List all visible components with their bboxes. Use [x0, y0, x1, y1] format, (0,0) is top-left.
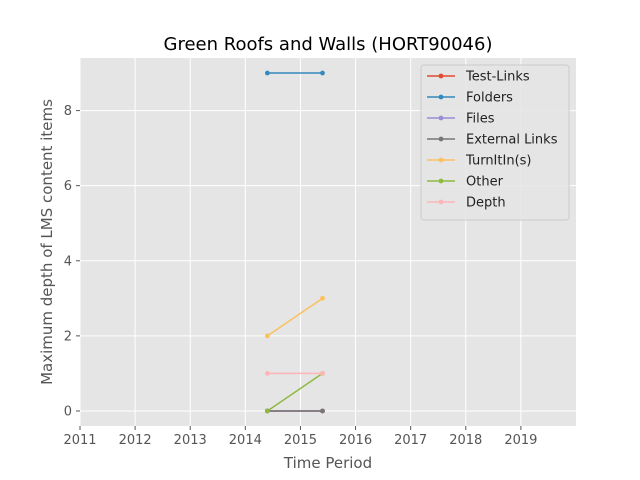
y-tick-label: 6 [64, 179, 72, 194]
y-tick-label: 4 [64, 254, 72, 269]
data-point-depth-1 [320, 371, 325, 376]
data-point-external-links-1 [320, 408, 325, 414]
legend-marker-external-links [438, 136, 444, 142]
legend-label-test-links: Test-Links [465, 70, 530, 85]
data-point-folders-0 [264, 70, 270, 76]
x-tick-label: 2018 [449, 433, 482, 448]
legend-label-turnitin-s: TurnItIn(s) [465, 154, 531, 169]
legend-label-files: Files [466, 112, 495, 127]
legend-marker-turnitin-s [438, 157, 444, 163]
data-point-turnitin-s-0 [264, 333, 270, 339]
series-folders [264, 70, 325, 76]
x-tick-label: 2015 [284, 433, 317, 448]
legend-label-external-links: External Links [466, 133, 558, 148]
y-tick-label: 8 [64, 104, 72, 119]
legend-label-other: Other [466, 175, 504, 190]
legend-marker-other [438, 178, 444, 184]
legend-label-folders: Folders [466, 91, 513, 106]
legend-marker-test-links [438, 73, 444, 79]
x-tick-label: 2012 [119, 433, 152, 448]
y-tick-label: 2 [64, 329, 72, 344]
y-tick-label: 0 [64, 404, 72, 419]
x-tick-label: 2014 [229, 433, 262, 448]
legend-marker-files [438, 115, 444, 121]
y-axis-ticks: 0 2 4 6 8 [64, 104, 80, 419]
legend-marker-depth [438, 199, 444, 205]
legend-marker-folders [438, 94, 444, 100]
legend-box [420, 64, 570, 221]
y-axis-label: Maximum depth of LMS content items [38, 99, 56, 385]
data-point-turnitin-s-1 [320, 295, 325, 301]
series-turnitin-s [264, 295, 325, 339]
legend-label-depth: Depth [466, 196, 506, 211]
data-point-other-0 [264, 408, 270, 414]
series-line-other [266, 372, 323, 412]
series-depth [264, 371, 325, 376]
legend: Test-Links Folders Files External Links Turn… [420, 64, 570, 221]
data-point-depth-0 [264, 371, 270, 376]
x-tick-label: 2019 [504, 433, 537, 448]
x-tick-label: 2016 [339, 433, 372, 448]
x-tick-label: 2017 [394, 433, 427, 448]
chart-title: Green Roofs and Walls (HORT90046) [164, 34, 493, 55]
series-line-turnitin-s [266, 297, 323, 337]
data-point-folders-1 [320, 70, 325, 76]
x-axis-label: Time Period [283, 454, 372, 472]
x-axis-ticks: 2011 2012 2013 2014 2015 2016 2017 2018 2019 [63, 426, 537, 448]
x-tick-label: 2011 [63, 433, 96, 448]
series-layer [264, 70, 325, 414]
x-tick-label: 2013 [174, 433, 207, 448]
